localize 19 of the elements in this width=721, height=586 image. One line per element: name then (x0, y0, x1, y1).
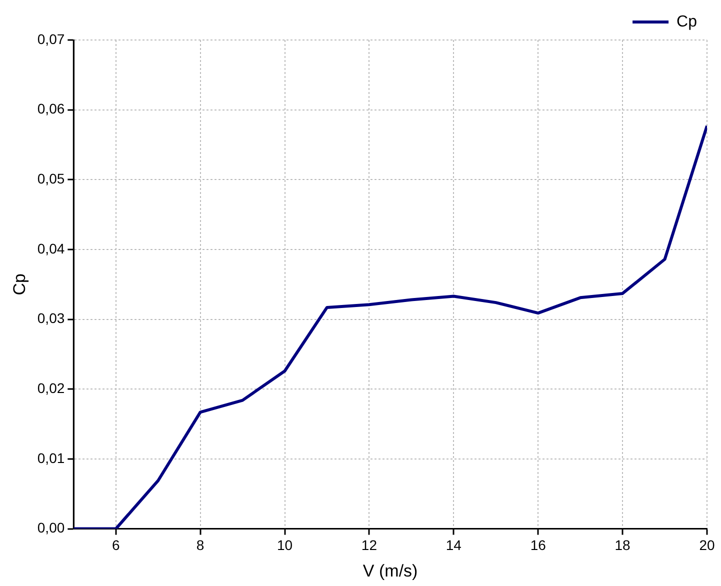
y-tick-label: 0,01 (37, 450, 65, 466)
x-tick-label: 16 (530, 537, 546, 554)
y-tick-label: 0,00 (37, 520, 65, 536)
x-tick-label: 8 (196, 537, 204, 554)
y-tick-label: 0,06 (37, 100, 65, 117)
legend-label: Cp (676, 13, 698, 30)
x-tick-label: 12 (361, 537, 378, 554)
y-tick-label: 0,07 (37, 30, 65, 47)
x-tick-label: 14 (446, 537, 462, 554)
y-tick-label: 0,02 (37, 380, 65, 396)
x-axis-title: V (m/s) (362, 561, 418, 580)
y-tick-label: 0,05 (37, 170, 65, 187)
y-tick-label: 0,03 (37, 310, 65, 326)
x-tick-label: 18 (614, 537, 631, 554)
x-tick-label: 10 (276, 537, 293, 554)
x-tick-label: 6 (112, 537, 120, 554)
y-tick-label: 0,04 (37, 240, 65, 256)
x-tick-label: 20 (699, 537, 715, 554)
y-axis-title: Cp (10, 274, 29, 296)
